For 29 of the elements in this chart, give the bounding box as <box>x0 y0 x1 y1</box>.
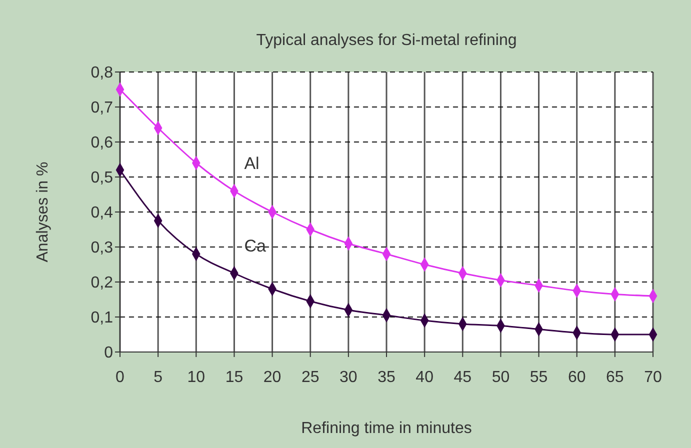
y-axis-title: Analyses in % <box>34 162 52 262</box>
y-tick-label: 0,2 <box>90 274 114 292</box>
x-tick-label: 25 <box>301 369 320 386</box>
x-tick-label: 55 <box>530 369 548 386</box>
y-tick-label: 0,3 <box>90 240 114 257</box>
x-axis-title: Refining time in minutes <box>301 420 472 437</box>
x-tick-label: 60 <box>568 369 586 386</box>
x-tick-label: 35 <box>378 369 396 386</box>
x-tick-label: 20 <box>263 369 282 386</box>
x-tick-label: 30 <box>340 369 358 386</box>
y-tick-label: 0,6 <box>90 134 114 152</box>
y-tick-label: 0,7 <box>90 100 114 117</box>
x-tick-label: 40 <box>416 369 434 386</box>
chart-title: Typical analyses for Si-metal refining <box>256 32 517 49</box>
x-tick-label: 45 <box>454 369 472 386</box>
x-tick-label: 15 <box>225 369 244 386</box>
y-tick-label: 0,1 <box>90 310 114 327</box>
y-tick-label: 0,4 <box>90 204 114 222</box>
x-tick-label: 70 <box>644 369 662 386</box>
x-tick-label: 0 <box>116 369 125 386</box>
x-tick-label: 65 <box>606 369 624 386</box>
series-label: Al <box>244 154 260 173</box>
x-tick-label: 50 <box>492 369 510 386</box>
y-tick-label: 0,8 <box>90 64 114 82</box>
x-tick-label: 5 <box>154 369 163 386</box>
y-tick-label: 0,5 <box>90 170 114 187</box>
y-tick-label: 0 <box>104 344 114 362</box>
series-label: Ca <box>244 236 266 256</box>
x-tick-label: 10 <box>187 369 206 386</box>
